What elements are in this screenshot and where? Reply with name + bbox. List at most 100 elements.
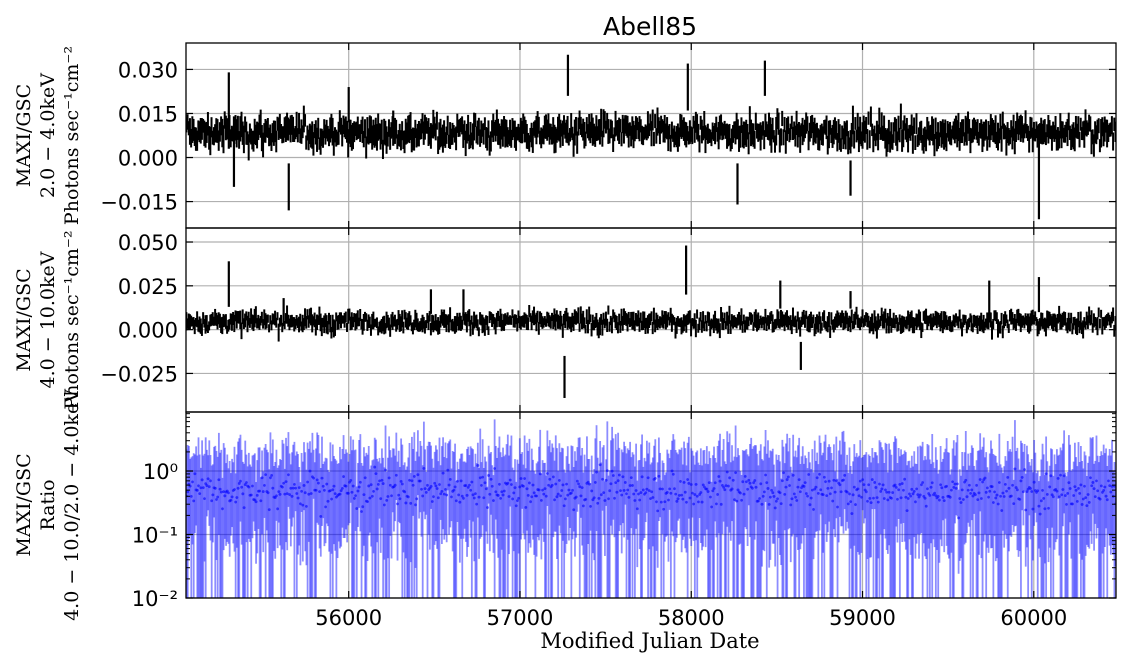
data-point <box>565 482 568 486</box>
data-point <box>867 483 871 487</box>
data-point <box>322 488 326 492</box>
data-point <box>879 490 883 493</box>
data-point <box>475 502 479 506</box>
data-point <box>328 489 332 493</box>
data-point <box>979 497 983 500</box>
data-point <box>325 482 329 486</box>
data-point <box>355 507 359 510</box>
data-point <box>759 482 763 486</box>
data-point <box>629 476 633 480</box>
data-point <box>1055 489 1059 493</box>
data-point <box>434 484 438 488</box>
data-point <box>221 507 224 511</box>
data-point <box>233 488 236 491</box>
data-point <box>785 478 789 481</box>
y-tick-label: 0.025 <box>118 275 178 299</box>
data-point <box>356 489 360 493</box>
data-point <box>498 482 501 486</box>
y-tick-label: 0.000 <box>118 147 178 171</box>
data-point <box>746 487 749 491</box>
data-point <box>1044 472 1048 476</box>
data-point <box>448 477 452 481</box>
data-point <box>849 500 853 504</box>
data-point <box>1086 493 1090 496</box>
data-point <box>940 486 944 490</box>
y-tick-label: −0.025 <box>100 362 178 386</box>
data-point <box>639 491 643 494</box>
data-point <box>950 488 953 492</box>
data-point <box>665 491 669 494</box>
data-point <box>372 489 375 493</box>
data-point <box>671 472 675 476</box>
data-point <box>1089 476 1092 480</box>
x-tick-label: 58000 <box>658 606 725 630</box>
data-point <box>1039 499 1043 503</box>
data-point <box>1045 492 1049 496</box>
data-point <box>875 496 879 500</box>
data-point <box>602 491 606 495</box>
data-point <box>981 480 984 484</box>
data-point <box>791 473 795 477</box>
data-point <box>189 494 193 498</box>
data-point <box>309 492 313 495</box>
data-point <box>733 498 736 502</box>
data-point <box>433 481 437 485</box>
data-point <box>199 486 203 490</box>
data-point <box>667 498 670 502</box>
data-point <box>610 469 614 473</box>
data-point <box>797 478 801 482</box>
data-point <box>819 488 823 492</box>
data-point <box>929 485 933 489</box>
data-point <box>367 484 371 488</box>
data-point <box>397 493 401 497</box>
data-point <box>352 497 356 500</box>
data-point <box>1061 488 1065 491</box>
data-point <box>677 494 681 497</box>
data-point <box>260 476 264 480</box>
data-point <box>842 478 845 482</box>
data-point <box>1047 506 1050 510</box>
data-point <box>608 489 612 493</box>
data-point <box>701 483 705 487</box>
data-point <box>753 479 757 482</box>
data-point <box>689 483 693 486</box>
data-point <box>1107 479 1110 483</box>
data-point <box>1002 495 1006 498</box>
data-point <box>235 496 239 499</box>
data-point <box>1041 488 1044 492</box>
data-point <box>741 480 745 484</box>
data-point <box>916 493 920 496</box>
data-point <box>435 487 439 490</box>
data-point <box>581 504 585 508</box>
data-point <box>556 492 560 496</box>
data-point <box>543 487 547 491</box>
data-point <box>987 495 990 499</box>
data-point <box>589 504 592 508</box>
y-axis-label: MAXI/GSC <box>13 268 35 371</box>
data-point <box>1006 475 1010 479</box>
data-point <box>363 476 367 480</box>
data-point <box>685 500 688 504</box>
x-tick-label: 57000 <box>487 606 554 630</box>
data-point <box>638 498 642 502</box>
data-point <box>572 508 576 512</box>
data-point <box>692 502 696 506</box>
data-point <box>924 504 928 508</box>
data-point <box>928 493 932 497</box>
data-point <box>537 488 541 492</box>
data-point <box>381 482 385 485</box>
data-point <box>736 488 740 492</box>
data-point <box>735 499 739 503</box>
data-point <box>756 499 760 503</box>
data-point <box>191 480 194 484</box>
data-point <box>1000 509 1004 512</box>
data-point <box>599 493 603 497</box>
data-point <box>884 488 887 492</box>
data-point <box>1003 482 1007 486</box>
data-point <box>396 502 399 506</box>
data-point <box>788 484 791 487</box>
data-point <box>1014 486 1018 489</box>
data-point <box>804 492 808 495</box>
data-point <box>283 492 287 496</box>
data-point <box>710 505 714 509</box>
